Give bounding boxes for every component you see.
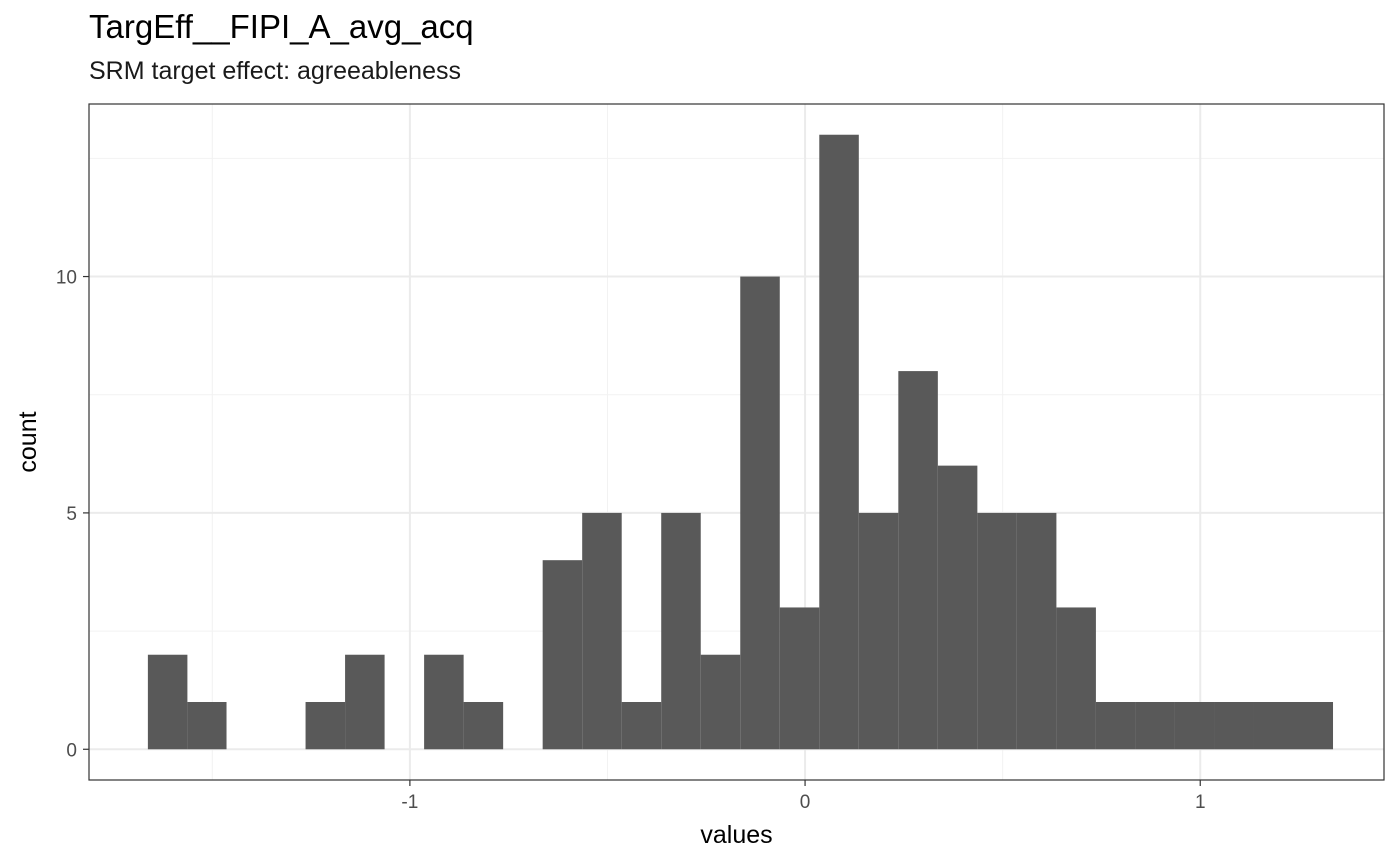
minor-gridlines <box>89 104 1384 780</box>
histogram-bar <box>779 607 820 750</box>
y-tick-label: 5 <box>66 504 77 525</box>
histogram-bar <box>542 560 583 750</box>
x-tick-label: -1 <box>401 792 418 813</box>
histogram-bar <box>858 512 899 750</box>
chart-subtitle: SRM target effect: agreeableness <box>89 57 461 85</box>
histogram-bar <box>582 512 622 750</box>
plot-border <box>88 103 1385 781</box>
histogram-bar <box>819 134 859 750</box>
y-axis: 0 5 10 <box>56 268 89 761</box>
x-axis-title: values <box>700 821 772 849</box>
histogram-bar <box>1056 607 1096 750</box>
histogram-bar <box>187 702 227 750</box>
histogram-bar <box>621 702 662 750</box>
histogram-bar <box>661 512 701 750</box>
histogram-bar <box>1253 702 1294 750</box>
histogram-bar <box>463 702 504 750</box>
histogram-bar <box>1214 702 1254 750</box>
histogram-bar <box>1016 512 1057 750</box>
y-tick-label: 10 <box>56 268 77 289</box>
histogram-bar <box>1135 702 1175 750</box>
histogram-bar <box>937 465 978 750</box>
y-tick-label: 0 <box>66 740 77 761</box>
histogram-bar <box>740 276 780 750</box>
histogram-bars <box>147 134 1334 750</box>
histogram-bar <box>305 702 346 750</box>
x-axis: -1 0 1 <box>401 780 1206 813</box>
histogram-bar <box>1174 702 1215 750</box>
histogram-bar <box>1095 702 1136 750</box>
histogram-bar <box>700 654 741 750</box>
x-tick-label: 1 <box>1195 792 1206 813</box>
histogram-bar <box>977 512 1017 750</box>
histogram-bar <box>898 371 938 750</box>
x-tick-label: 0 <box>800 792 811 813</box>
histogram-bar <box>147 654 188 750</box>
histogram-bar <box>424 654 464 750</box>
histogram-bar <box>345 654 385 750</box>
histogram-bar <box>1293 702 1334 750</box>
y-axis-title: count <box>14 411 42 472</box>
chart-title: TargEff__FIPI_A_avg_acq <box>89 8 474 45</box>
